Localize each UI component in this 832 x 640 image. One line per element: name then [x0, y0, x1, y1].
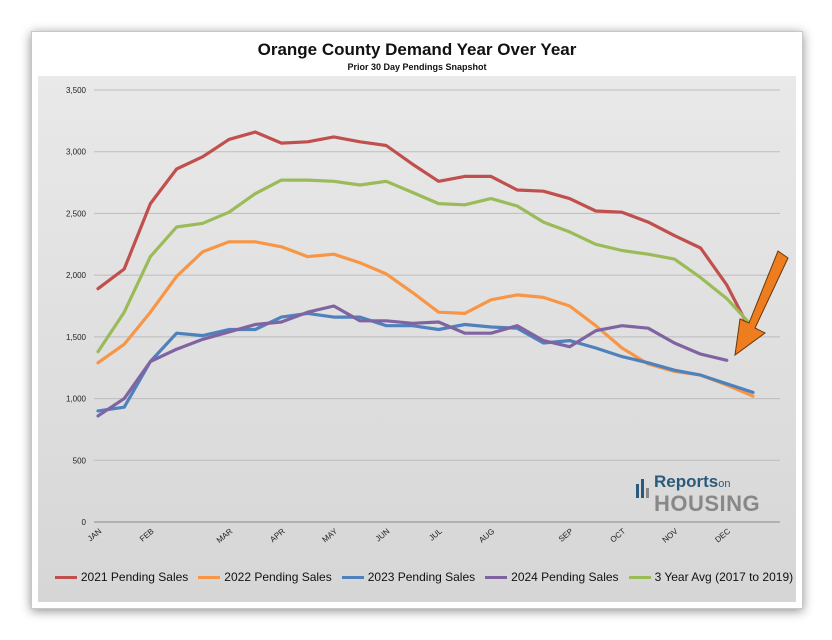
legend-swatch	[485, 575, 508, 579]
legend-label: 2022 Pending Sales	[224, 570, 332, 584]
y-tick-label: 0	[82, 518, 87, 527]
legend-label: 3 Year Avg (2017 to 2019)	[654, 570, 794, 584]
series-line-2023-pending-sales	[96, 311, 755, 413]
legend-item: 3 Year Avg (2017 to 2019)	[628, 570, 794, 584]
series-line-3-year-avg-2017-to-2019	[96, 178, 755, 354]
legend-label: 2021 Pending Sales	[80, 570, 189, 584]
legend-item: 2021 Pending Sales	[54, 570, 189, 584]
chart-frame: Orange County Demand Year Over Year Prio…	[31, 31, 803, 609]
series-line-2024-pending-sales	[96, 304, 729, 418]
chart-background	[38, 76, 796, 602]
y-tick-label: 3,000	[66, 148, 87, 157]
y-tick-label: 3,500	[66, 86, 87, 95]
chart-title: Orange County Demand Year Over Year	[257, 40, 577, 59]
legend-swatch	[341, 575, 364, 579]
series-line-2021-pending-sales	[96, 130, 755, 338]
y-tick-label: 500	[73, 456, 87, 465]
arrow-icon	[734, 250, 789, 357]
y-tick-label: 1,500	[66, 333, 87, 342]
legend-swatch	[628, 575, 651, 579]
chart-legend: 2021 Pending Sales 2022 Pending Sales 2023…	[54, 566, 793, 588]
y-tick-label: 2,000	[66, 271, 87, 280]
legend-swatch	[54, 575, 77, 579]
reports-on-housing-logo: Reportson HOUSING	[635, 472, 765, 522]
y-tick-label: 2,500	[66, 209, 87, 218]
legend-item: 2023 Pending Sales	[341, 570, 476, 584]
legend-item: 2022 Pending Sales	[198, 570, 332, 584]
legend-swatch	[198, 575, 221, 579]
house-icon	[636, 479, 649, 498]
chart-subtitle: Prior 30 Day Pendings Snapshot	[347, 62, 487, 72]
legend-label: 2023 Pending Sales	[367, 570, 476, 584]
legend-label: 2024 Pending Sales	[511, 570, 619, 584]
legend-item: 2024 Pending Sales	[485, 570, 619, 584]
y-tick-label: 1,000	[66, 395, 87, 404]
